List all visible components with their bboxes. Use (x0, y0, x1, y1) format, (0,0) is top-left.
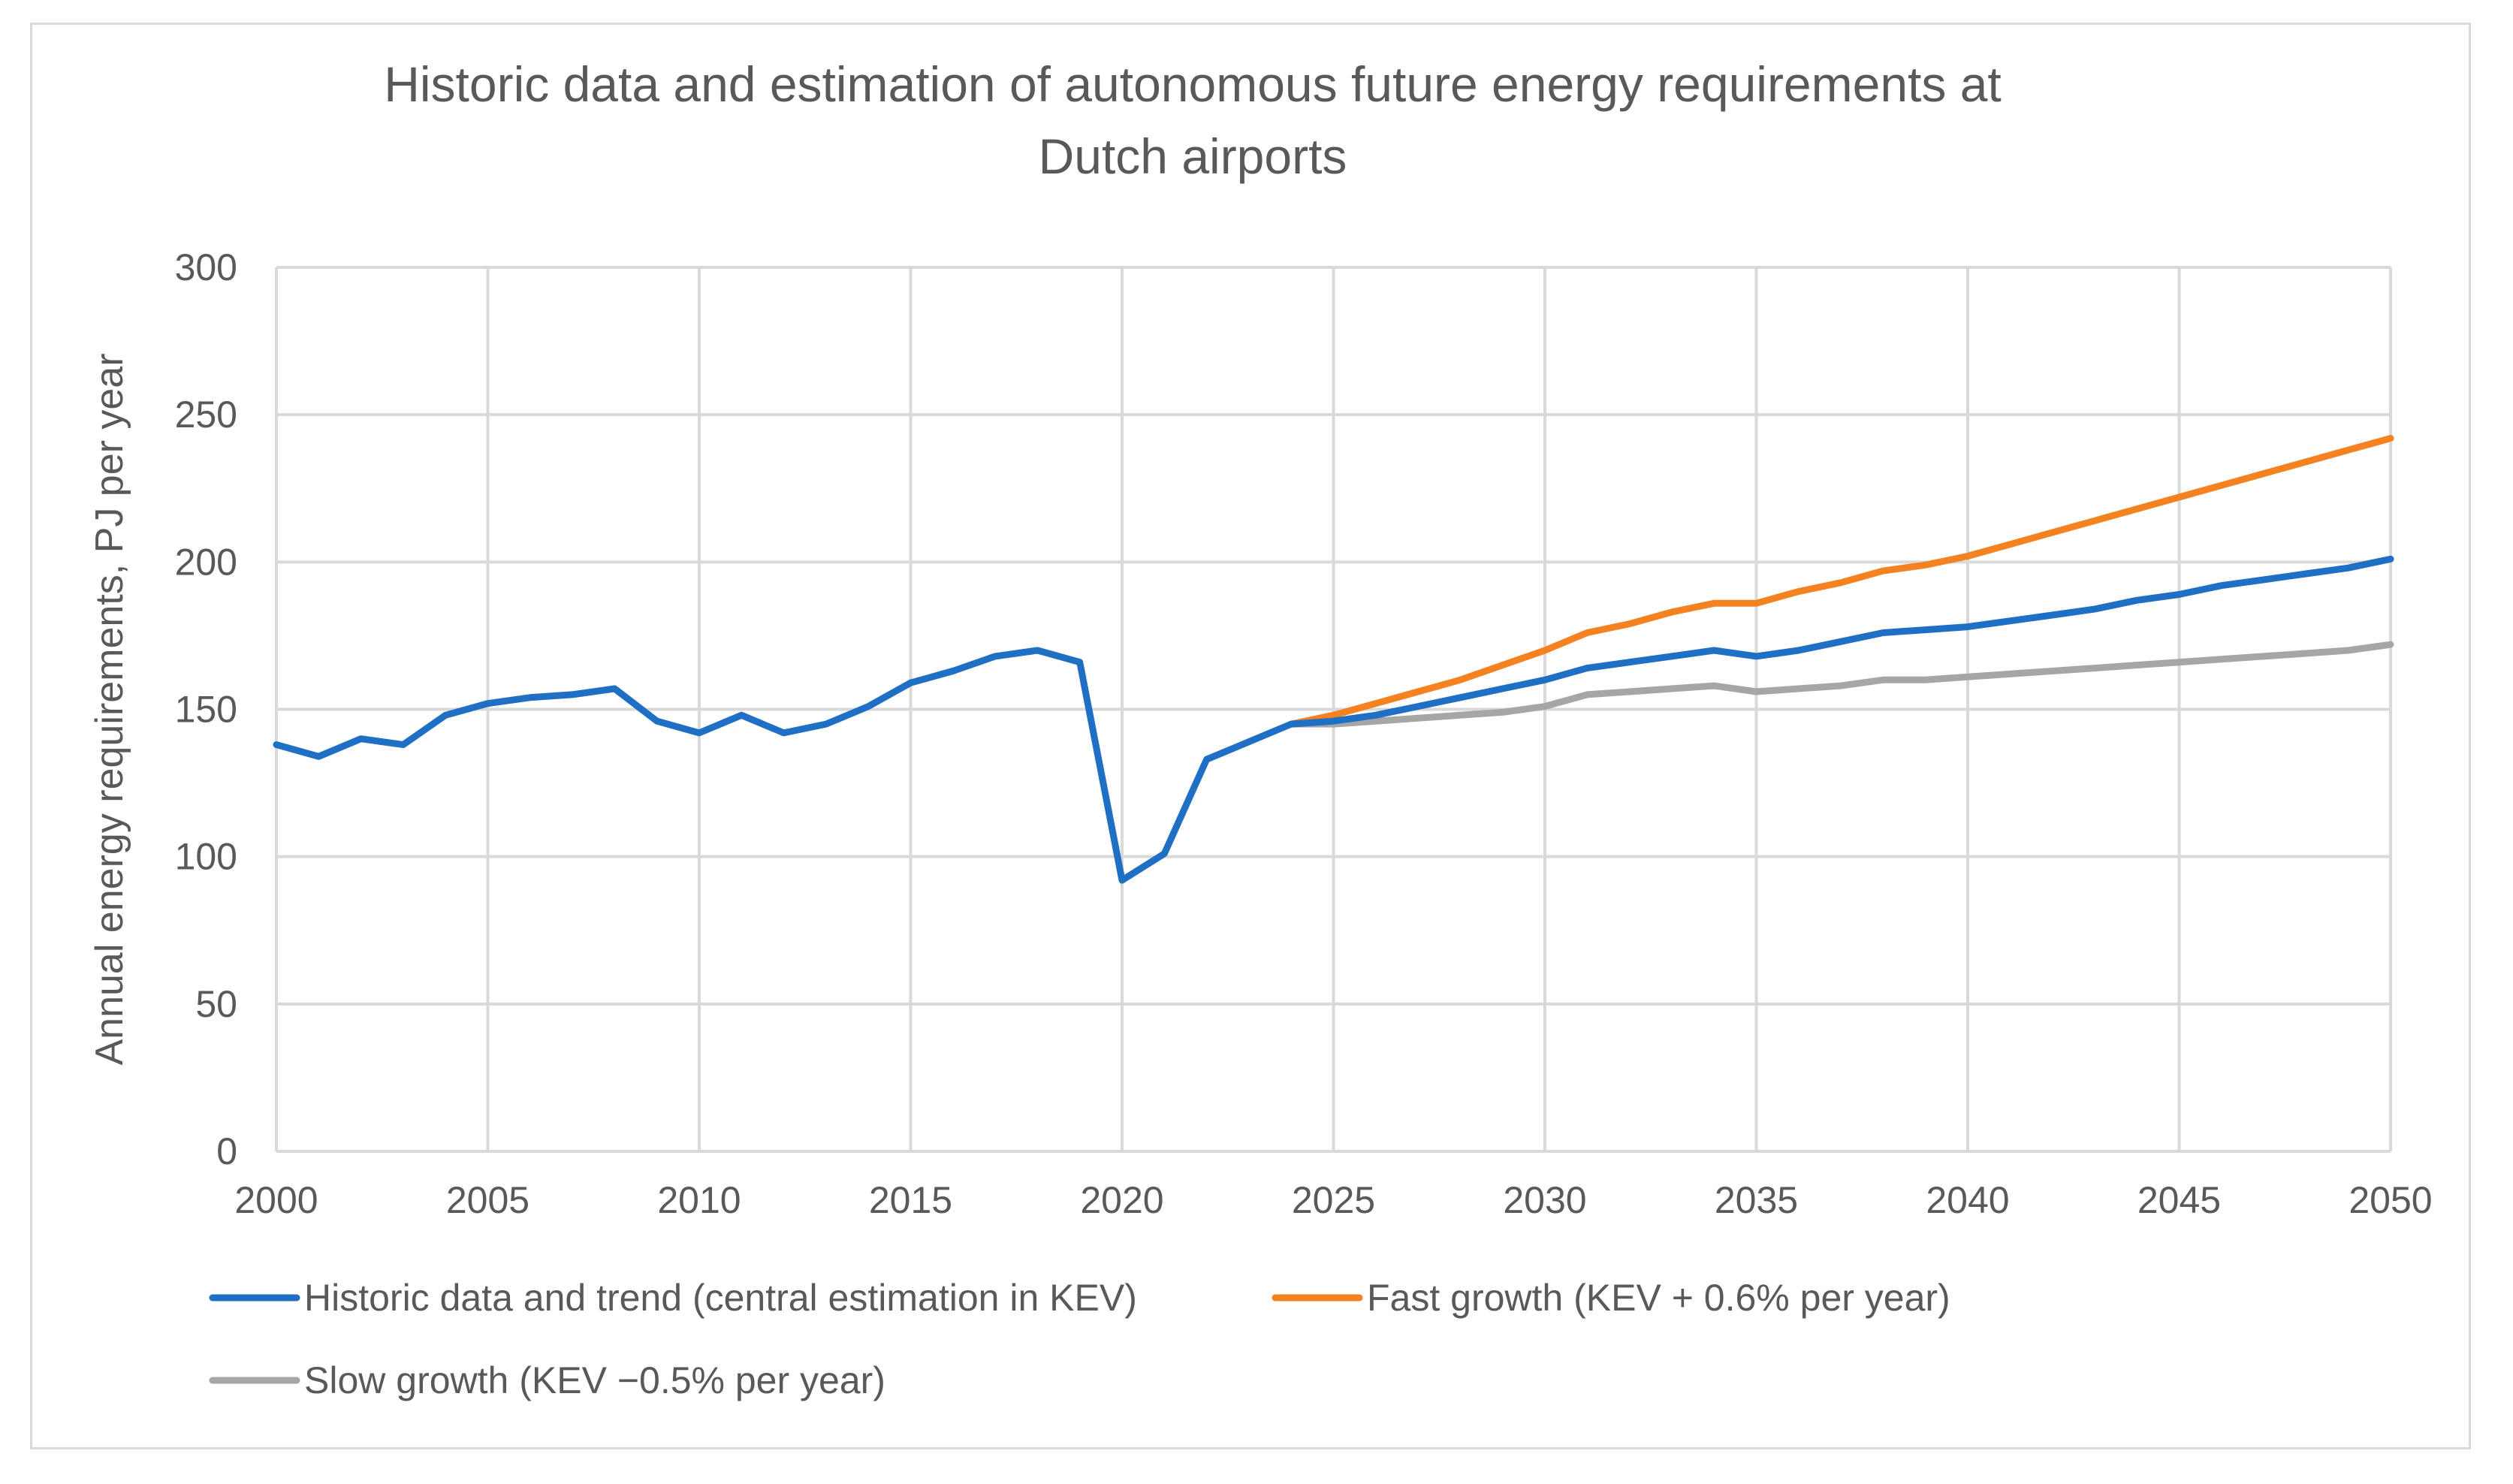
axes: 0 50 100 150 200 250 300 2000 2005 2010 2015 2020 20… (88, 246, 2433, 1221)
legend-label: Fast growth (KEV + 0.6% per year) (1367, 1277, 1950, 1319)
x-tick-label: 2030 (1503, 1179, 1586, 1221)
series-line (273, 555, 2394, 884)
chart-title-line: Dutch airports (1039, 128, 1347, 184)
chart-frame: 0 50 100 150 200 250 300 2000 2005 2010 2015 2020 20… (30, 23, 2471, 1449)
x-tick-label: 2010 (657, 1179, 741, 1221)
y-tick-label: 150 (175, 689, 237, 731)
chart: 0 50 100 150 200 250 300 2000 2005 2010 2015 2020 20… (88, 56, 2433, 1401)
x-tick-label: 2050 (2349, 1179, 2432, 1221)
legend-label: Historic data and trend (central estimat… (304, 1277, 1137, 1319)
chart-title-line: Historic data and estimation of autonomo… (384, 56, 2002, 112)
x-tick-label: 2035 (1715, 1179, 1798, 1221)
y-tick-label: 100 (175, 836, 237, 878)
y-tick-label: 300 (175, 246, 237, 288)
series-lines (273, 435, 2394, 884)
y-tick-label: 250 (175, 394, 237, 436)
x-tick-label: 2040 (1926, 1179, 2009, 1221)
y-tick-label: 200 (175, 541, 237, 583)
legend: Historic data and trend (central estimat… (209, 1277, 1950, 1401)
series-line (1287, 641, 2394, 728)
legend-label: Slow growth (KEV −0.5% per year) (304, 1359, 885, 1401)
x-tick-label: 2005 (446, 1179, 529, 1221)
x-tick-label: 2015 (869, 1179, 952, 1221)
x-tick-label: 2045 (2137, 1179, 2221, 1221)
chart-title: Historic data and estimation of autonomo… (384, 56, 2002, 184)
y-tick-label: 0 (216, 1130, 237, 1172)
x-tick-label: 2025 (1292, 1179, 1375, 1221)
y-tick-label: 50 (195, 983, 237, 1025)
y-axis-label: Annual energy requirements, PJ per year (88, 353, 131, 1065)
x-tick-label: 2020 (1080, 1179, 1163, 1221)
grid (275, 266, 2392, 1153)
series-line (1287, 435, 2394, 728)
x-tick-label: 2000 (234, 1179, 318, 1221)
